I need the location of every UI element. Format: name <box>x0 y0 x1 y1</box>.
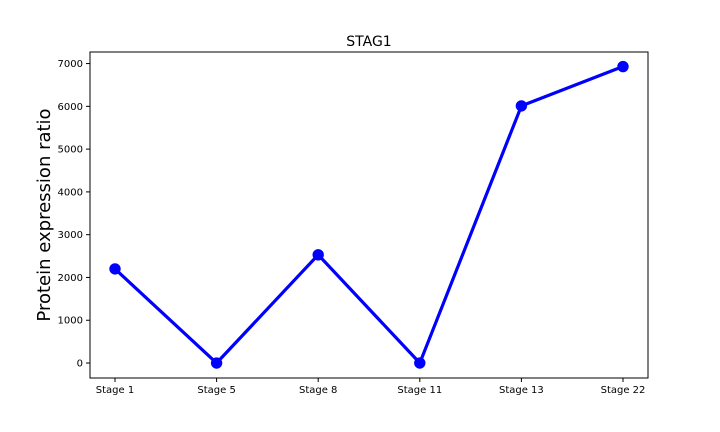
y-tick-label: 7000 <box>58 59 83 70</box>
y-tick-label: 3000 <box>58 230 83 241</box>
y-tick-label: 6000 <box>58 102 83 113</box>
series-line <box>113 64 625 365</box>
data-point <box>109 263 121 275</box>
x-tick-label: Stage 22 <box>601 385 646 396</box>
x-tick-label: Stage 1 <box>96 385 134 396</box>
data-point <box>617 60 629 73</box>
data-point <box>210 357 223 369</box>
y-tick-label: 4000 <box>58 187 83 198</box>
chart-title: STAG1 <box>346 34 391 50</box>
x-tick-label: Stage 5 <box>197 385 235 396</box>
plot-frame <box>89 51 649 379</box>
data-point <box>312 249 324 261</box>
x-tick-label: Stage 11 <box>397 385 442 396</box>
x-tick-label: Stage 8 <box>299 385 337 396</box>
y-tick-label: 1000 <box>58 316 83 327</box>
plot-area: 0 1000 2000 3000 4000 5000 6000 7000 Stage 1 Stag… <box>58 59 646 396</box>
data-point <box>414 357 426 369</box>
y-tick-label: 0 <box>77 359 83 370</box>
y-tick-label: 2000 <box>58 273 83 284</box>
x-tick-label: Stage 13 <box>499 385 544 396</box>
y-axis-label: Protein expression ratio <box>34 108 55 321</box>
data-point <box>515 100 528 112</box>
y-tick-label: 5000 <box>58 145 83 156</box>
